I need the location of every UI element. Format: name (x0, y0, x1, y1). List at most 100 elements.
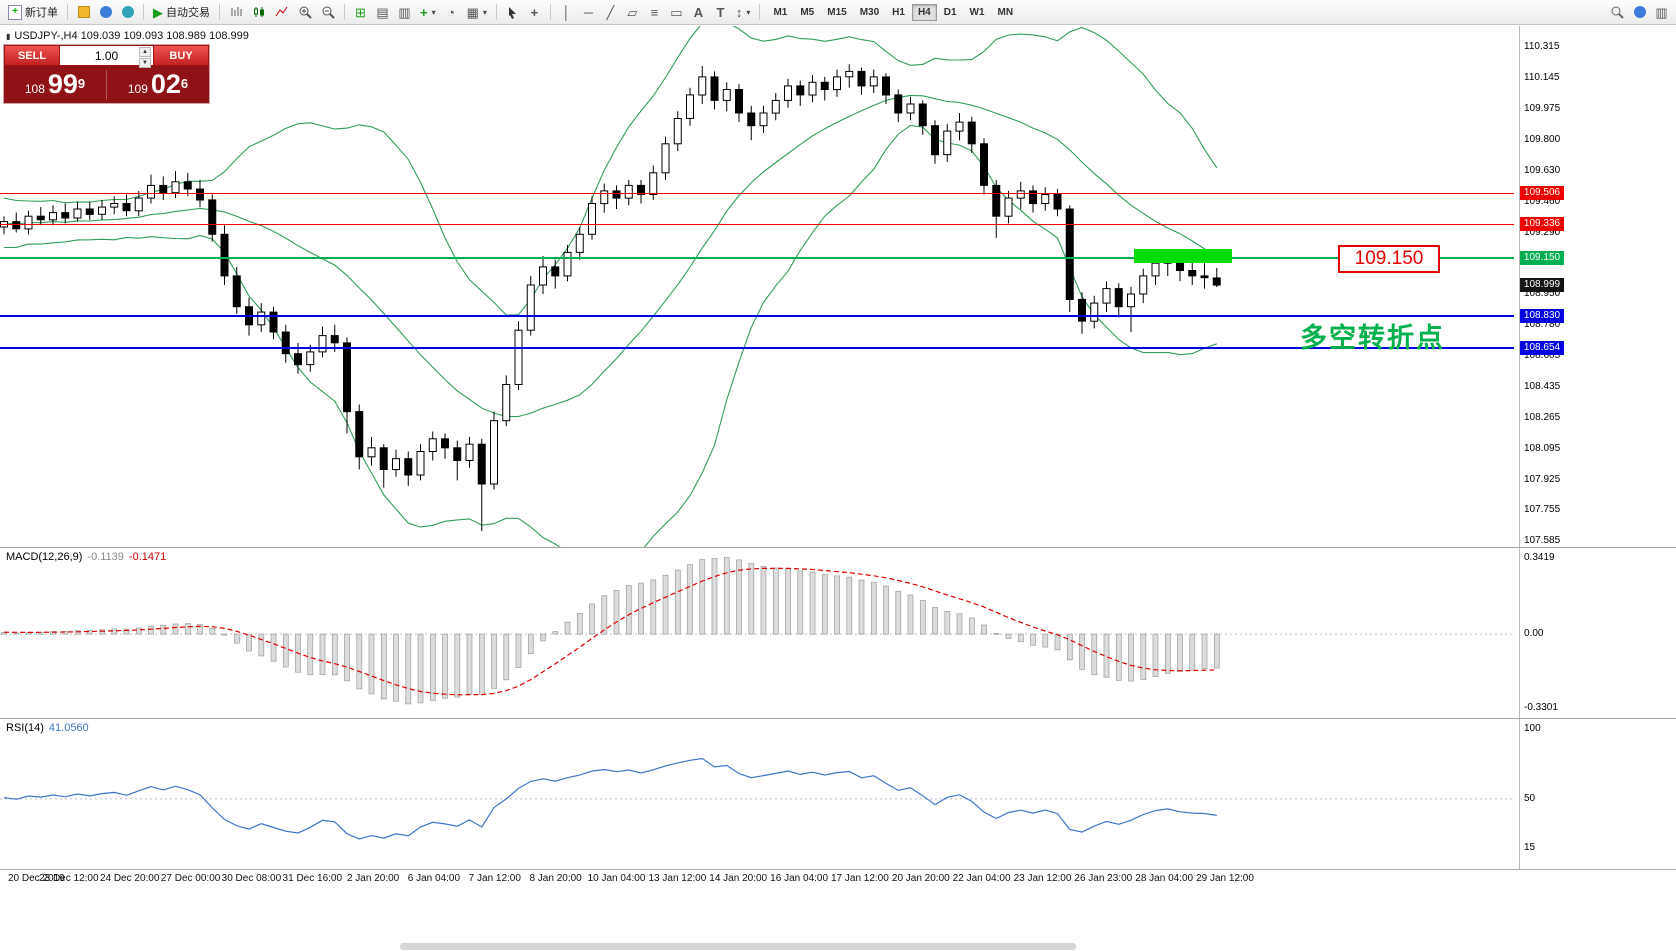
channel-icon: ▱ (627, 4, 638, 20)
label-button[interactable]: T (710, 2, 731, 23)
crosshair-button[interactable]: + (524, 2, 545, 23)
time-axis-label: 26 Jan 23:00 (1074, 873, 1133, 884)
time-axis[interactable]: 20 Dec 2019 23 Dec 12:00 24 Dec 20:00 27 De… (0, 871, 1520, 886)
timeframe-w1[interactable]: W1 (964, 4, 991, 21)
chat-button[interactable] (1629, 2, 1650, 23)
horizontal-line-109.506[interactable] (0, 192, 1514, 194)
volume-value: 1.00 (94, 48, 119, 63)
horizontal-line-108.654[interactable] (0, 346, 1514, 349)
sell-price[interactable]: 108 99 9 (4, 71, 106, 98)
vertical-line-icon: │ (562, 4, 571, 20)
cursor-button[interactable] (502, 2, 523, 23)
line-chart-button[interactable] (271, 2, 293, 23)
time-axis-label: 27 Dec 00:00 (160, 873, 221, 884)
horizontal-line-109.336[interactable] (0, 223, 1514, 225)
shapes-button[interactable]: ▭ (666, 2, 687, 23)
rsi-value: 41.0560 (48, 722, 89, 734)
search-button[interactable] (1606, 2, 1628, 23)
new-order-icon: + (8, 4, 22, 20)
price-axis-label: 109.290 (1524, 226, 1561, 238)
bid-ask-prices: 108 99 9 109 02 6 (4, 66, 209, 103)
channel-button[interactable]: ▱ (622, 2, 643, 23)
vertical-line-button[interactable]: │ (556, 2, 577, 23)
autotrading-label: 自动交易 (166, 7, 210, 19)
macd-axis-label: 0.00 (1524, 628, 1544, 640)
timeframe-m15[interactable]: M15 (821, 4, 852, 21)
clock-icon: ◔ (447, 4, 456, 20)
volume-stepper[interactable]: 1.00 ▲ ▼ (60, 45, 153, 68)
price-axis-label: 109.975 (1524, 102, 1561, 114)
sell-button[interactable]: SELL (4, 45, 60, 66)
price-axis[interactable]: 110.315 110.145 109.975 109.800 109.630 109.4… (1520, 0, 1676, 900)
zoom-out-button[interactable] (317, 2, 339, 23)
text-button[interactable]: A (688, 2, 709, 23)
macd-label: MACD(12,26,9) -0.1139 -0.1471 (6, 551, 166, 563)
zoom-in-button[interactable] (294, 2, 316, 23)
timeframe-d1[interactable]: D1 (938, 4, 963, 21)
layout-button[interactable]: ▥ (1651, 2, 1672, 23)
candle-chart-button[interactable] (248, 2, 270, 23)
price-level-label[interactable]: 109.150 (1338, 245, 1440, 273)
rsi-canvas[interactable] (0, 719, 1514, 869)
chat-icon (1633, 6, 1646, 18)
timeframe-m30[interactable]: M30 (854, 4, 885, 21)
new-order-button[interactable]: + 新订单 (4, 2, 62, 23)
market-button[interactable] (73, 2, 94, 23)
timeframe-h4[interactable]: H4 (911, 3, 937, 21)
community-button[interactable] (117, 2, 138, 23)
timeframe-m5[interactable]: M5 (794, 4, 820, 21)
time-axis-label: 13 Jan 12:00 (648, 873, 707, 884)
volume-up-icon[interactable]: ▲ (139, 47, 151, 57)
new-order-label: 新订单 (25, 7, 58, 19)
profile-button[interactable] (95, 2, 116, 23)
turning-point-text[interactable]: 多空转折点 (1300, 323, 1445, 354)
price-axis-label: 109.630 (1524, 165, 1561, 176)
horizontal-line-109.150[interactable] (0, 256, 1514, 259)
add-indicator-button[interactable]: + ▾ (416, 2, 440, 23)
layout-icon: ▥ (1655, 4, 1668, 20)
buy-button[interactable]: BUY (153, 45, 209, 66)
horizontal-line-108.830[interactable] (0, 314, 1514, 317)
panel-separator[interactable] (0, 547, 1676, 548)
arrows-button[interactable]: ↕ ▾ (732, 2, 755, 23)
bar-chart-button[interactable] (225, 2, 247, 23)
grid-button[interactable]: ⊞ (350, 2, 371, 23)
templates-button[interactable]: ▦ ▾ (463, 2, 491, 23)
highlight-zone[interactable] (1134, 249, 1233, 264)
sell-price-big: 99 (47, 69, 78, 99)
tile-windows-icon: ▤ (376, 4, 389, 20)
tile-windows-button[interactable]: ▤ (372, 2, 393, 23)
bottom-scrollbar[interactable] (400, 943, 1076, 950)
panel-separator[interactable] (0, 718, 1676, 719)
timeframe-m1[interactable]: M1 (767, 4, 793, 21)
horizontal-line-button[interactable]: ─ (578, 2, 599, 23)
price-chart-canvas[interactable] (0, 26, 1514, 547)
rsi-axis-label: 100 (1524, 722, 1541, 734)
timeframe-h1[interactable]: H1 (886, 4, 911, 21)
toolbar-separator (344, 4, 345, 20)
fibonacci-icon: ≡ (650, 4, 659, 20)
toolbar-separator (549, 4, 551, 20)
fibonacci-button[interactable]: ≡ (644, 2, 665, 23)
templates-icon: ▦ (466, 4, 479, 20)
time-axis-label: 23 Dec 12:00 (39, 873, 99, 884)
macd-axis-label: -0.3301 (1524, 702, 1558, 713)
arrows-icon: ↕ (735, 4, 743, 20)
price-axis-label: 110.145 (1524, 71, 1560, 83)
price-axis-label: 108.605 (1524, 350, 1561, 362)
toolbar-separator (219, 4, 220, 20)
time-axis-label: 7 Jan 12:00 (468, 873, 521, 884)
timeframe-mn[interactable]: MN (992, 4, 1020, 21)
time-axis-label: 10 Jan 04:00 (587, 873, 646, 884)
trendline-button[interactable]: ╱ (600, 2, 621, 23)
price-axis-label: 108.950 (1524, 288, 1561, 299)
autotrading-button[interactable]: ▶ 自动交易 (149, 2, 214, 23)
period-button[interactable]: ◔ (441, 2, 462, 23)
price-axis-label: 108.780 (1524, 318, 1561, 330)
panel-separator[interactable] (0, 869, 1676, 870)
symbol-info: ▮ USDJPY-,H4 109.039 109.093 108.989 108… (6, 30, 249, 42)
buy-price[interactable]: 109 02 6 (107, 71, 209, 98)
cascade-windows-button[interactable]: ▥ (394, 2, 415, 23)
macd-canvas[interactable] (0, 548, 1514, 718)
volume-down-icon[interactable]: ▼ (139, 58, 151, 68)
